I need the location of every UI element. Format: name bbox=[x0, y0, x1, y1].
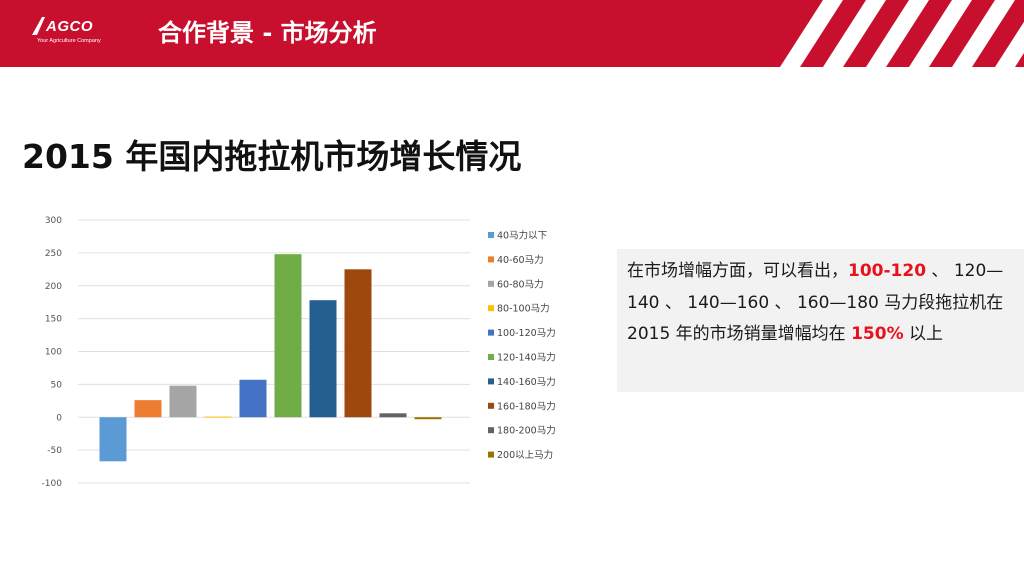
desc-highlight-percent: 150% bbox=[851, 324, 904, 344]
bar-6 bbox=[274, 254, 302, 418]
legend-label-9: 180-200马力 bbox=[497, 425, 556, 437]
bar-9 bbox=[379, 413, 407, 418]
desc-part1: 在市场增幅方面，可以看出， bbox=[627, 261, 848, 281]
description-text: 在市场增幅方面，可以看出，100-120 、 120—140 、 140—160… bbox=[627, 256, 1017, 351]
legend-label-3: 60-80马力 bbox=[497, 278, 544, 290]
y-tick-label: 200 bbox=[45, 282, 62, 292]
legend-swatch-4 bbox=[488, 305, 494, 312]
legend-swatch-1 bbox=[488, 232, 494, 238]
legend-swatch-3 bbox=[488, 280, 494, 287]
y-tick-label: 50 bbox=[51, 380, 63, 390]
legend-label-5: 100-120马力 bbox=[497, 327, 556, 339]
legend-label-7: 140-160马力 bbox=[497, 376, 556, 388]
legend-label-1: 40马力以下 bbox=[497, 230, 547, 242]
legend-label-4: 80-100马力 bbox=[497, 303, 550, 315]
legend-swatch-10 bbox=[488, 451, 494, 458]
bar-5 bbox=[239, 379, 267, 418]
legend-label-8: 160-180马力 bbox=[497, 400, 556, 412]
legend-swatch-8 bbox=[488, 402, 494, 409]
y-tick-label: 150 bbox=[45, 315, 62, 325]
desc-part3: 以上 bbox=[903, 324, 944, 344]
legend-label-6: 120-140马力 bbox=[497, 352, 556, 364]
header-title: 合作背景 - 市场分析 bbox=[158, 19, 377, 47]
bar-4 bbox=[204, 416, 232, 418]
legend-label-10: 200以上马力 bbox=[497, 449, 553, 461]
legend-label-2: 40-60马力 bbox=[497, 254, 544, 266]
legend-swatch-5 bbox=[488, 329, 494, 336]
y-tick-label: 0 bbox=[56, 413, 62, 423]
bar-3 bbox=[169, 385, 197, 418]
bar-7 bbox=[309, 300, 337, 418]
y-tick-label: 250 bbox=[45, 249, 62, 259]
logo-tagline: Your Agriculture Company bbox=[37, 38, 101, 44]
description-box: 在市场增幅方面，可以看出，100-120 、 120—140 、 140—160… bbox=[617, 249, 1024, 392]
logo-mark-icon bbox=[32, 17, 45, 35]
y-tick-label: 100 bbox=[45, 348, 62, 358]
legend-swatch-6 bbox=[488, 354, 494, 360]
logo-brand: AGCO bbox=[46, 18, 93, 35]
bar-2 bbox=[134, 400, 162, 418]
agco-logo: AGCO Your Agriculture Company bbox=[30, 14, 122, 52]
legend-swatch-9 bbox=[488, 427, 494, 434]
y-tick-label: 300 bbox=[45, 216, 62, 226]
bar-10 bbox=[414, 417, 442, 420]
bar-chart: 300 250 200 150 100 50 0 -50 -100 40马力以下 40-60马力 60… bbox=[42, 216, 556, 489]
desc-highlight-range: 100-120 bbox=[848, 261, 927, 281]
y-tick-label: -50 bbox=[47, 446, 62, 456]
header-stripes bbox=[780, 0, 1024, 67]
header-bar: AGCO Your Agriculture Company 合作背景 - 市场分… bbox=[0, 0, 1024, 67]
bar-1 bbox=[99, 417, 127, 462]
y-tick-label: -100 bbox=[42, 479, 63, 489]
page-title: 2015 年国内拖拉机市场增长情况 bbox=[22, 137, 522, 176]
legend-swatch-2 bbox=[488, 256, 494, 263]
desc-part2: 、 120—140 、 140—160 、 160—180 马力段拖拉机在 20… bbox=[627, 261, 1004, 344]
bar-8 bbox=[344, 269, 372, 418]
legend-swatch-7 bbox=[488, 378, 494, 385]
